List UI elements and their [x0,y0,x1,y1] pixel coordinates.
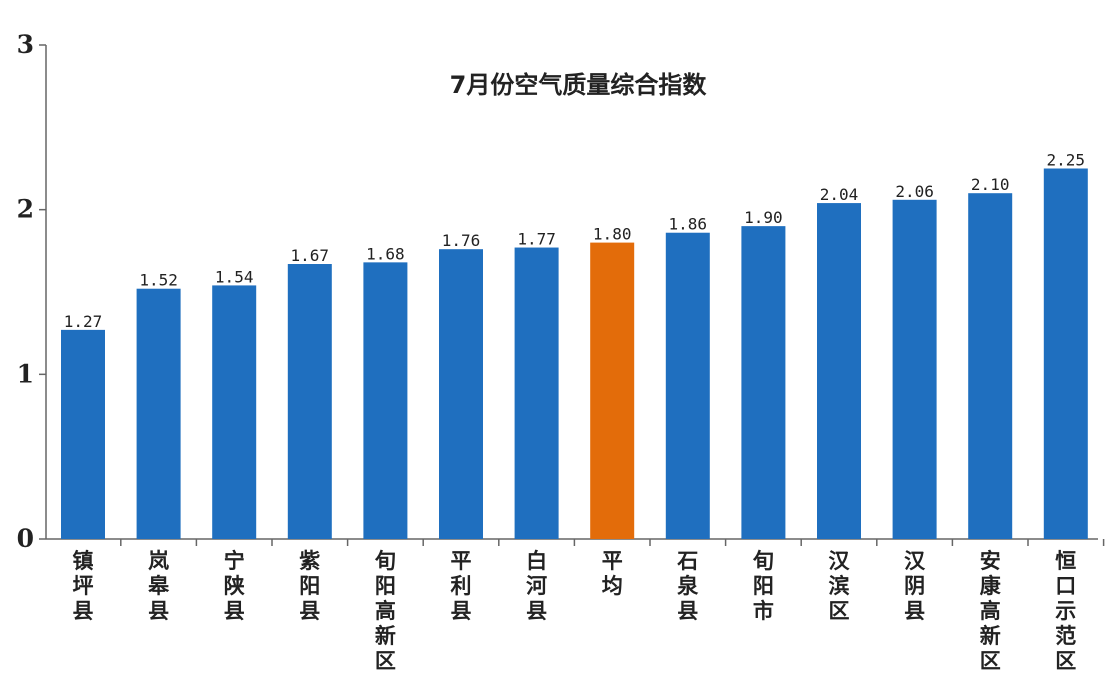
data-label: 1.68 [366,244,405,263]
data-label: 1.76 [442,231,481,250]
bar [61,329,105,539]
bar [1043,168,1088,539]
bar [514,247,559,540]
category-label: 旬阳高新区 [374,549,396,673]
bar [665,232,710,539]
category-label: 汉滨区 [829,549,851,623]
bar [439,249,483,540]
data-label: 2.10 [971,175,1010,194]
bar [287,264,332,539]
bar [741,226,786,539]
bar [136,288,181,539]
data-label: 2.06 [895,182,934,201]
data-label: 1.86 [669,215,708,234]
category-label: 旬阳市 [752,549,774,623]
bar [817,203,861,539]
category-labels: 镇坪县 岚皋县 宁陕县 紫阳县 旬阳高新区 平利县 白河县 平均 石泉县 旬阳市 汉滨区 汉阴县 安康高… [73,549,1077,673]
category-label: 镇坪县 [73,549,94,623]
data-label: 1.67 [291,246,330,265]
data-label: 1.52 [139,271,178,290]
data-label: 2.25 [1047,151,1086,170]
y-tick-label: 1 [17,359,34,388]
category-label: 白河县 [526,549,547,623]
y-tick-label: 3 [17,30,34,59]
category-label: 恒口示范区 [1055,549,1076,673]
category-label: 平均 [602,549,623,598]
bar [363,262,408,539]
category-label: 宁陕县 [224,549,245,623]
data-label: 1.90 [744,208,783,227]
category-label: 汉阴县 [904,549,926,623]
bar [892,199,937,539]
y-tick-label: 2 [17,195,34,224]
data-label: 1.80 [593,225,632,244]
bars [61,168,1088,540]
data-label: 1.77 [517,230,556,249]
data-label: 1.54 [215,267,254,286]
bar [968,193,1013,539]
bar [212,285,257,539]
chart-title: 7月份空气质量综合指数 [450,71,708,99]
bar [590,242,635,539]
category-label: 岚皋县 [148,549,170,623]
category-label: 安康高新区 [980,549,1002,673]
y-tick-label: 0 [17,524,34,553]
category-label: 紫阳县 [299,549,320,623]
data-label: 2.04 [820,185,859,204]
data-label: 1.27 [64,312,103,331]
category-label: 平利县 [451,549,472,623]
category-label: 石泉县 [676,549,699,623]
data-labels: 1.27 1.52 1.54 1.67 1.68 1.76 1.77 1.80 1.86 1.90… [64,151,1085,331]
